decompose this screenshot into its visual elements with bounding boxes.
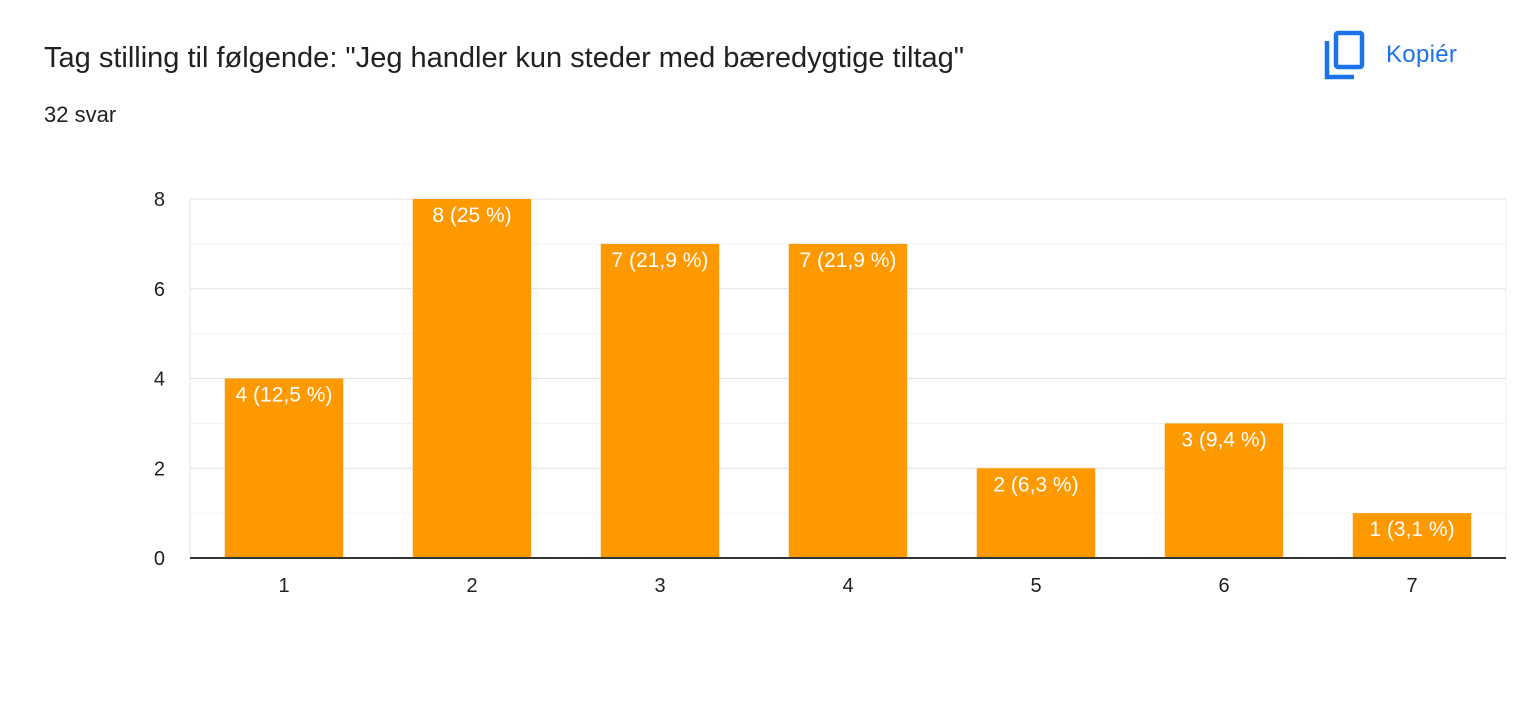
bar-data-label: 4 (12,5 %) (236, 384, 333, 407)
x-tick-label: 7 (1406, 575, 1417, 597)
y-tick-label: 2 (154, 458, 165, 480)
bar-data-label: 2 (6,3 %) (993, 473, 1078, 496)
bar (1164, 423, 1284, 558)
bar (788, 243, 908, 558)
bar-data-label: 1 (3,1 %) (1369, 518, 1454, 541)
x-tick-label: 6 (1218, 575, 1229, 597)
x-tick-label: 4 (842, 575, 853, 597)
x-tick-label: 5 (1030, 575, 1041, 597)
bar (412, 199, 532, 558)
copy-button[interactable]: Kopiér (1322, 30, 1457, 80)
y-tick-label: 6 (154, 279, 165, 301)
x-tick-label: 2 (466, 575, 477, 597)
y-tick-label: 4 (154, 369, 165, 391)
bar (600, 243, 720, 558)
bar (224, 378, 344, 558)
y-tick-label: 0 (154, 548, 165, 570)
bar-data-label: 8 (25 %) (432, 204, 511, 227)
bar-data-label: 7 (21,9 %) (612, 249, 709, 272)
copy-label: Kopiér (1386, 41, 1458, 68)
question-title: Tag stilling til følgende: "Jeg handler … (44, 42, 965, 74)
x-tick-label: 3 (654, 575, 665, 597)
bar-data-label: 7 (21,9 %) (800, 249, 897, 272)
bar (976, 468, 1096, 558)
x-tick-label: 1 (278, 575, 289, 597)
bar (1352, 513, 1472, 558)
response-count: 32 svar (44, 102, 117, 127)
copy-icon (1322, 30, 1366, 80)
y-tick-label: 8 (154, 189, 165, 211)
bar-data-label: 3 (9,4 %) (1181, 428, 1266, 451)
